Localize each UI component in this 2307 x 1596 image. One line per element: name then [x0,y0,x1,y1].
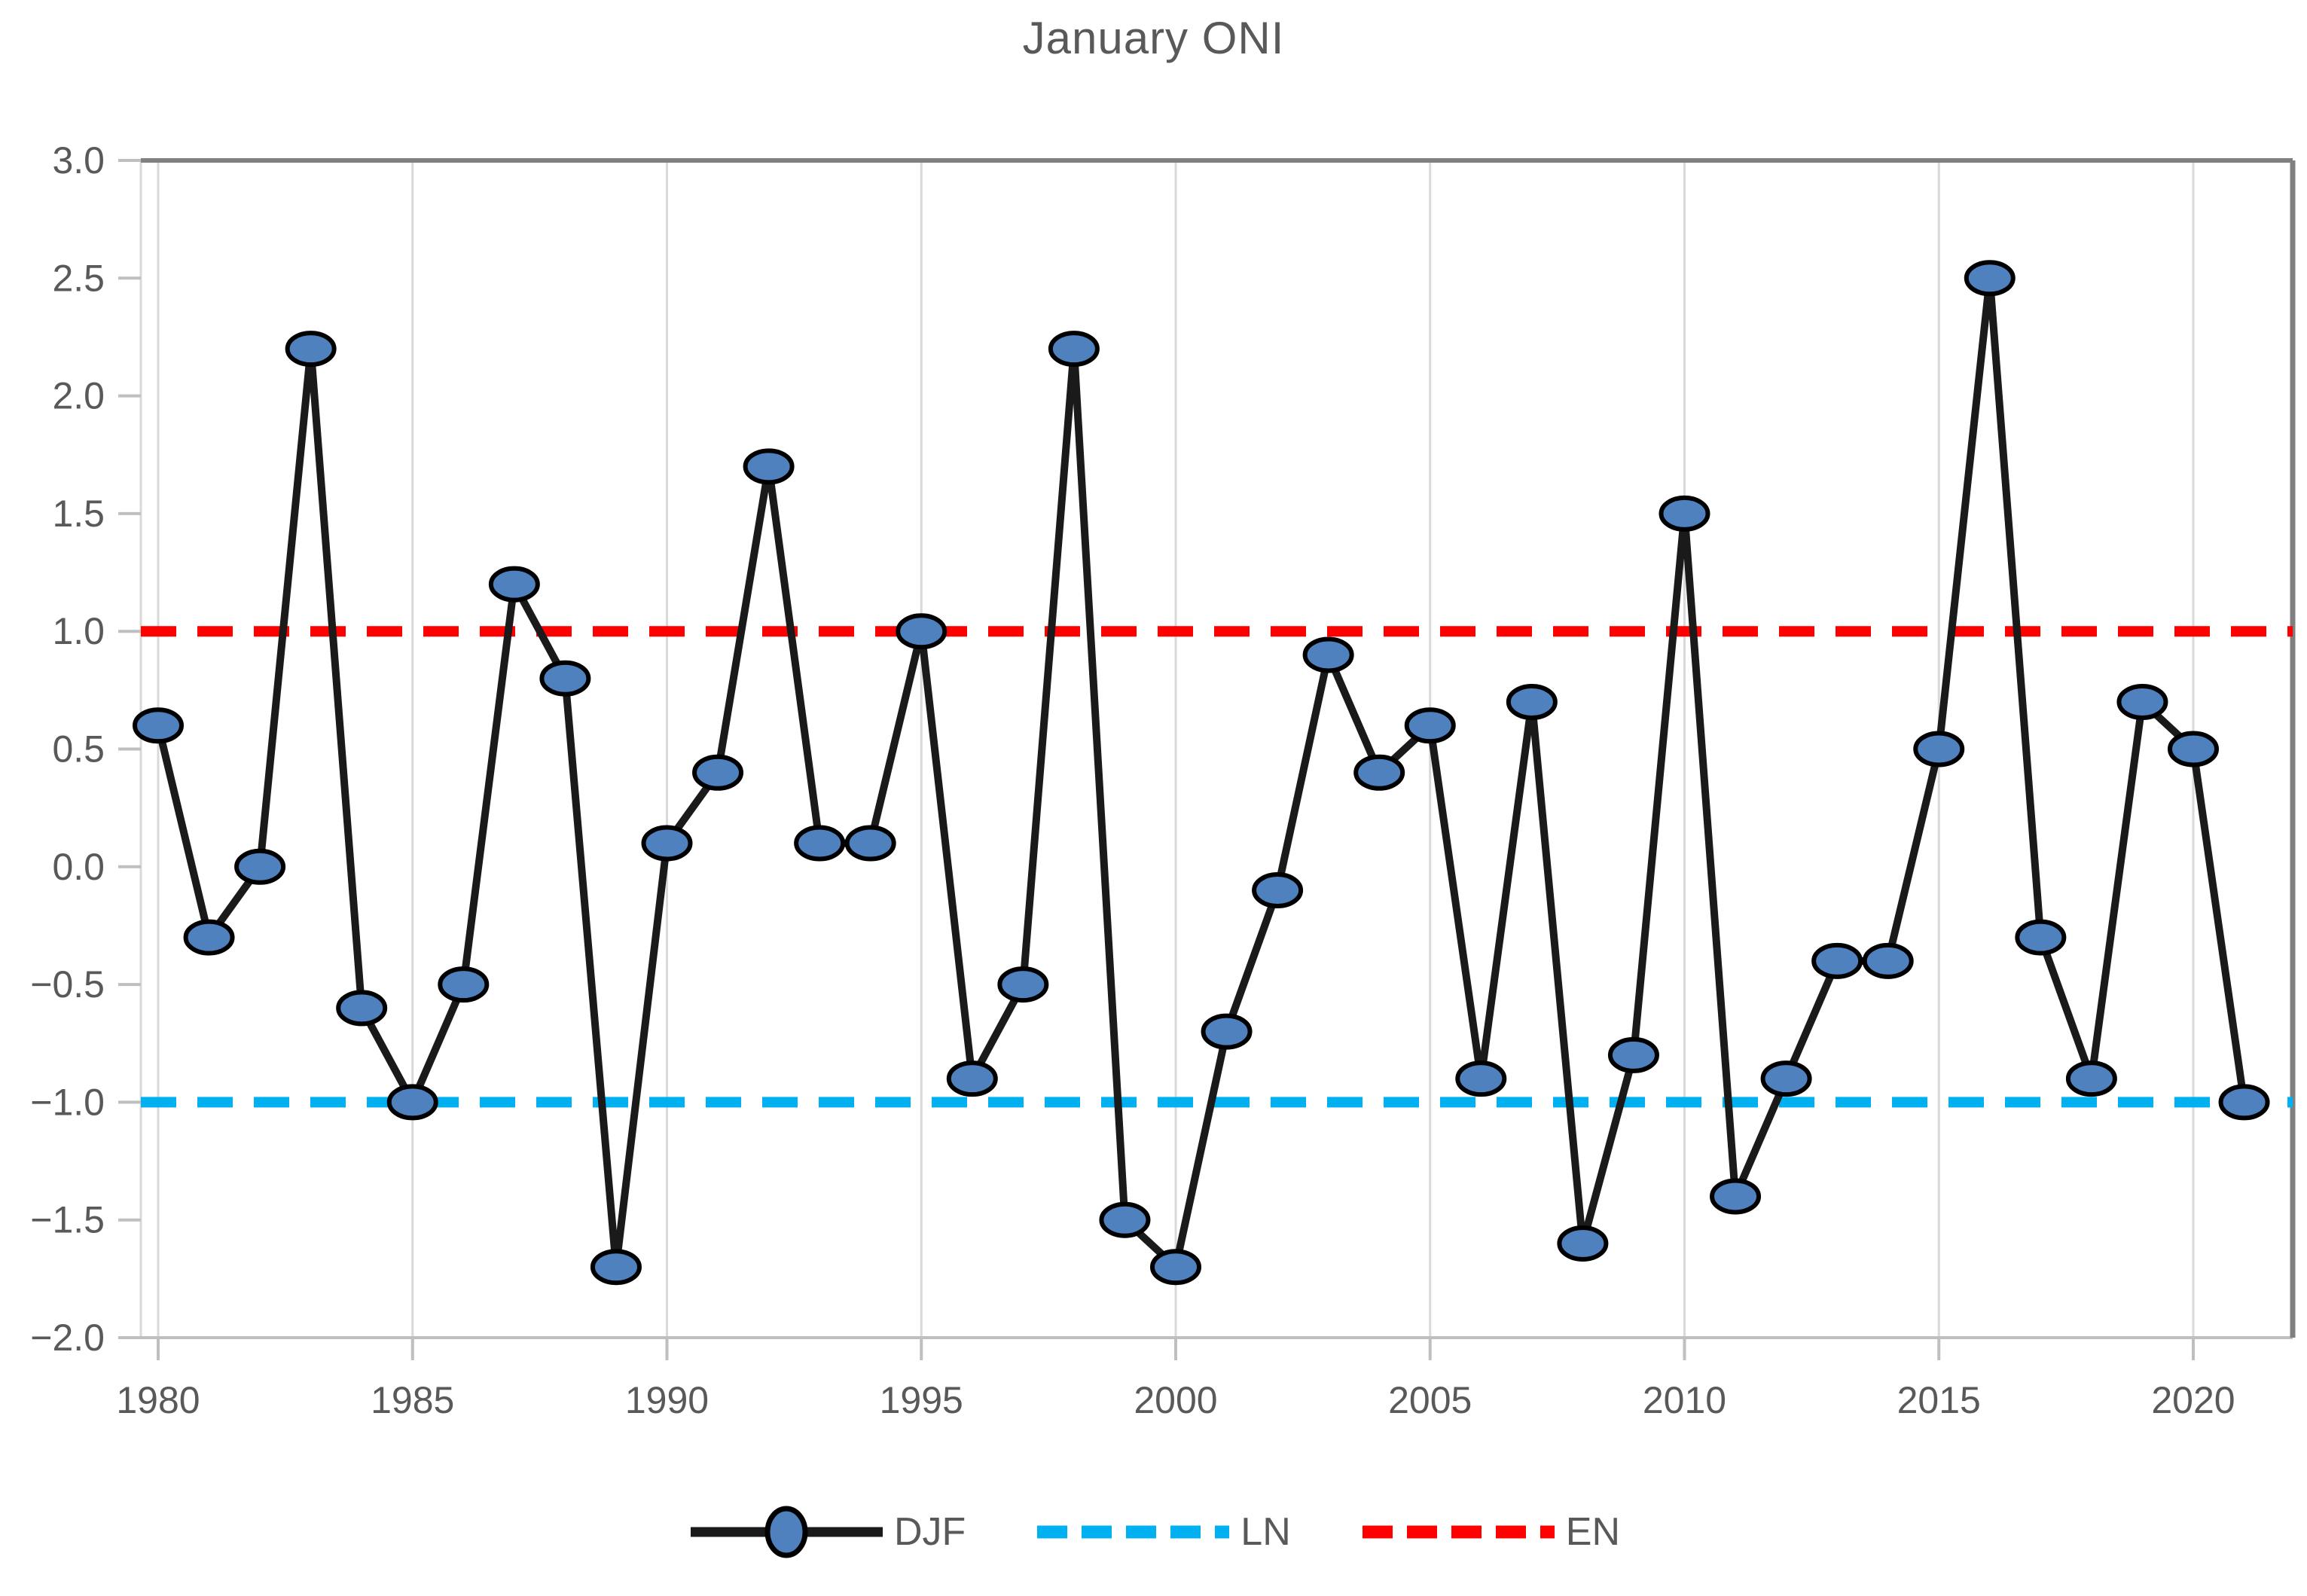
data-point-marker [183,919,235,956]
data-point-marker [743,448,795,485]
data-point-marker [336,990,388,1027]
data-point-marker [1760,1060,1812,1097]
legend-label-djf: DJF [893,1510,966,1554]
data-point-marker [438,966,490,1003]
data-point-marker [2218,1084,2270,1121]
legend-item-ln: LN [1033,1503,1291,1561]
data-point-marker [1710,1178,1762,1215]
data-point-marker [1862,942,1914,979]
legend: DJF LN EN [0,1503,2307,1561]
svg-text:1.0: 1.0 [52,610,105,652]
data-point-marker [590,1249,642,1286]
en-dashed-line-icon [1362,1525,1555,1539]
data-point-marker [692,754,744,791]
legend-item-en: EN [1359,1503,1620,1561]
chart-title: January ONI [1022,13,1285,63]
data-point-marker [1455,1060,1507,1097]
data-point-marker [997,966,1049,1003]
data-point-marker [1150,1249,1201,1286]
data-point-marker [1506,683,1558,720]
svg-text:−2.0: −2.0 [30,1317,105,1359]
svg-text:2.0: 2.0 [52,375,105,417]
data-point-marker [1252,872,1304,909]
series-line-djf [154,274,2248,1271]
svg-text:1990: 1990 [625,1379,709,1421]
svg-text:2015: 2015 [1897,1379,1981,1421]
data-point-marker [1048,331,1100,368]
data-point-marker [1811,942,1863,979]
svg-text:1.5: 1.5 [52,493,105,535]
data-point-marker [539,660,591,697]
data-point-marker [2015,919,2067,956]
svg-text:2005: 2005 [1388,1379,1472,1421]
data-point-marker [1607,1036,1659,1073]
svg-text:2.5: 2.5 [52,257,105,299]
x-axis: 1980 1985 1990 1995 2000 2005 2010 2015 2020 [116,1338,2235,1421]
svg-text:1980: 1980 [116,1379,200,1421]
svg-text:2000: 2000 [1134,1379,1217,1421]
svg-text:3.0: 3.0 [52,139,105,182]
data-point-marker [2116,683,2168,720]
data-point-marker [285,331,337,368]
data-point-marker [641,825,693,862]
series-djf [133,260,2270,1286]
data-point-marker [133,707,184,744]
data-point-marker [1353,754,1405,791]
data-point-marker [844,825,896,862]
data-point-marker [2065,1060,2117,1097]
y-axis: 3.0 2.5 2.0 1.5 1.0 0.5 0.0 −0.5 −1.0 −1.5 −2.0 [30,139,141,1359]
svg-text:−0.5: −0.5 [30,963,105,1006]
ln-dashed-line-icon [1037,1525,1230,1539]
legend-label-ln: LN [1240,1510,1291,1554]
data-point-marker [1099,1201,1151,1238]
data-point-marker [1201,1013,1253,1050]
data-point-marker [1964,260,2016,297]
legend-label-en: EN [1565,1510,1621,1554]
djf-line-marker-icon [690,1506,883,1558]
svg-text:2020: 2020 [2151,1379,2235,1421]
data-point-marker [386,1084,438,1121]
data-point-marker [1302,636,1354,673]
data-point-marker [1404,707,1456,744]
data-point-marker [1557,1225,1609,1262]
svg-text:1985: 1985 [371,1379,454,1421]
svg-text:−1.0: −1.0 [30,1081,105,1123]
data-point-marker [794,825,846,862]
data-point-marker [488,566,540,603]
legend-item-djf: DJF [687,1503,966,1561]
svg-text:1995: 1995 [880,1379,963,1421]
plot-border [118,158,2296,1339]
svg-text:2010: 2010 [1643,1379,1726,1421]
svg-text:0.5: 0.5 [52,728,105,771]
data-point-marker [1913,731,1965,767]
data-point-marker [1659,495,1710,532]
svg-text:−1.5: −1.5 [30,1199,105,1241]
data-point-marker [946,1060,998,1097]
data-point-marker [234,848,286,885]
gridlines [157,160,2195,1338]
data-point-marker [2168,731,2219,767]
data-point-marker [896,613,948,650]
svg-text:0.0: 0.0 [52,846,105,888]
